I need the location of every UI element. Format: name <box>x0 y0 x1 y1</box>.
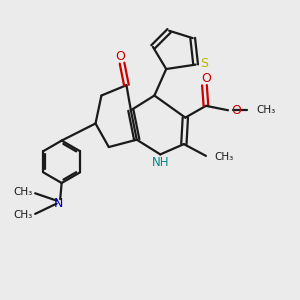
Text: N: N <box>54 197 63 210</box>
Text: CH₃: CH₃ <box>13 210 32 220</box>
Text: CH₃: CH₃ <box>215 152 234 162</box>
Text: O: O <box>116 50 125 63</box>
Text: O: O <box>232 104 242 117</box>
Text: CH₃: CH₃ <box>13 188 32 197</box>
Text: S: S <box>200 57 208 70</box>
Text: NH: NH <box>152 156 169 169</box>
Text: O: O <box>201 72 211 85</box>
Text: CH₃: CH₃ <box>256 105 275 115</box>
